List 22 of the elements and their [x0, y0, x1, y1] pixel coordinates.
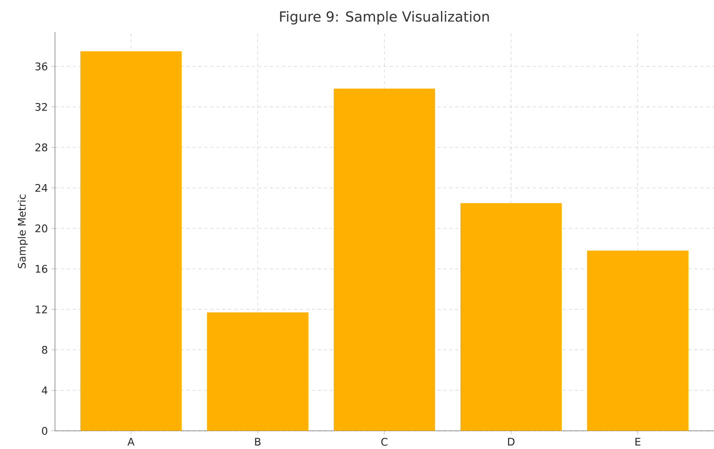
bar — [80, 51, 182, 431]
y-tick-label: 12 — [36, 305, 47, 314]
y-axis-title: Sample Metric — [18, 194, 28, 268]
x-tick-label: A — [128, 438, 134, 446]
y-tick-label: 8 — [42, 346, 48, 354]
y-tick-label: 36 — [35, 62, 48, 70]
x-tick-label: B — [255, 438, 261, 446]
bar — [587, 250, 688, 431]
bar — [334, 88, 436, 431]
y-tick-label: 20 — [35, 224, 48, 232]
y-tick-label: 4 — [42, 386, 48, 394]
y-tick-label: 28 — [35, 143, 48, 152]
bar — [460, 203, 562, 431]
y-tick-label: 16 — [36, 264, 48, 273]
x-tick-label: D — [508, 438, 514, 446]
bar — [207, 312, 308, 431]
y-tick-label: 32 — [35, 102, 47, 111]
chart-title: Figure 9: Sample Visualization — [280, 10, 489, 24]
y-tick-label: 24 — [35, 184, 48, 192]
x-tick-label: E — [635, 438, 640, 446]
y-tick-label: 0 — [42, 426, 48, 435]
x-tick-label: C — [381, 438, 388, 446]
